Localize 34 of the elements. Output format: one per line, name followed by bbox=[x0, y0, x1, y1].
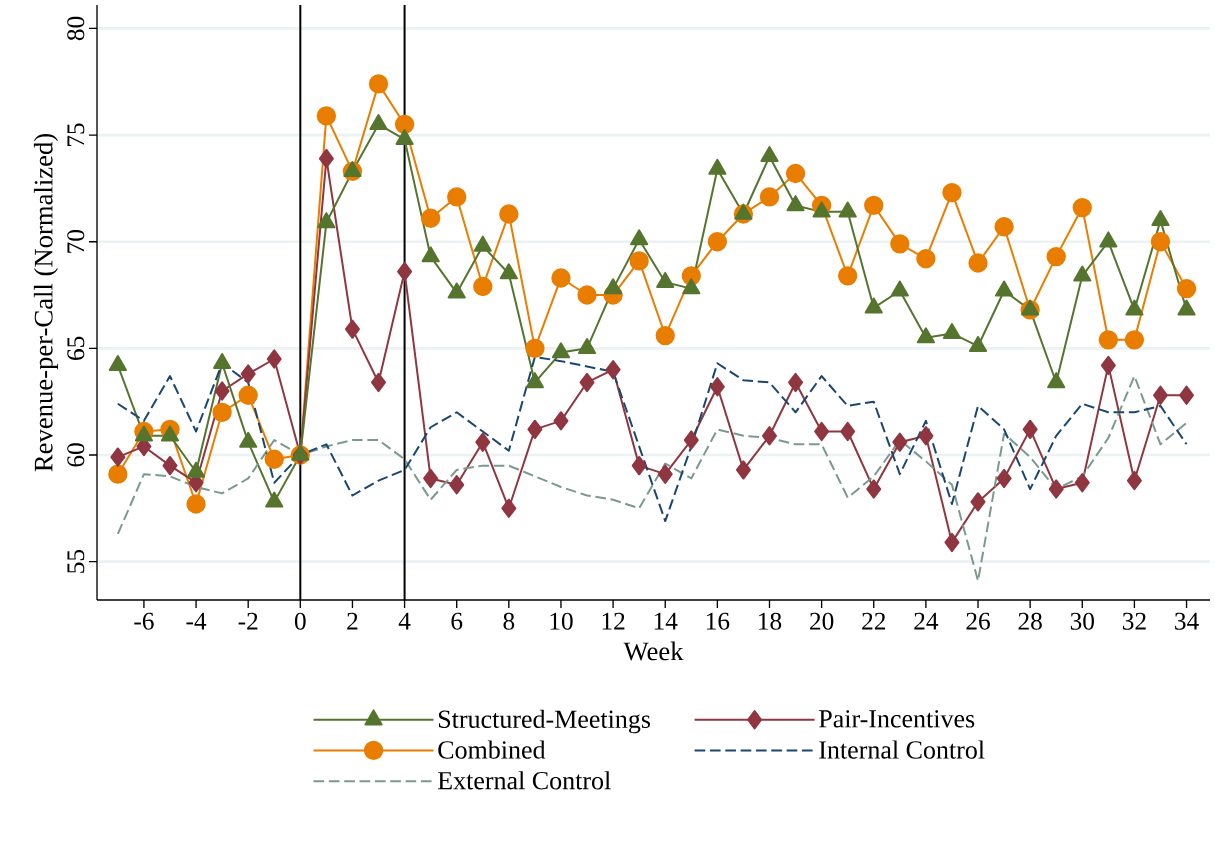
x-tick-label: 16 bbox=[706, 612, 730, 630]
x-axis-title: Week bbox=[623, 641, 684, 661]
y-tick-label: 75 bbox=[67, 123, 85, 147]
x-tick-label: 12 bbox=[602, 612, 625, 630]
x-tick-label: 18 bbox=[759, 612, 782, 630]
x-tick-label: 26 bbox=[966, 612, 990, 630]
y-tick-label: 55 bbox=[67, 549, 85, 573]
x-tick-label: 24 bbox=[914, 612, 939, 630]
x-tick-label: 28 bbox=[1018, 612, 1042, 630]
x-tick-label: 14 bbox=[654, 612, 678, 630]
x-tick-label: 10 bbox=[550, 612, 573, 630]
y-tick-label: 65 bbox=[67, 336, 85, 360]
x-tick-label: 6 bbox=[451, 612, 463, 630]
legend-label: External Control bbox=[437, 771, 611, 790]
y-axis-title: Revenue-per-Call (Normalized) bbox=[33, 133, 59, 472]
legend-label: Combined bbox=[438, 740, 546, 759]
x-tick-label: -2 bbox=[238, 612, 258, 630]
x-tick-label: 20 bbox=[810, 612, 834, 630]
x-tick-label: 0 bbox=[294, 612, 306, 630]
legend-label: Internal Control bbox=[819, 740, 985, 759]
x-tick-label: -4 bbox=[186, 612, 207, 630]
x-tick-label: 8 bbox=[503, 612, 515, 630]
x-tick-label: 32 bbox=[1122, 612, 1146, 630]
legend-label: Structured-Meetings bbox=[438, 709, 651, 734]
x-tick-label: 22 bbox=[862, 612, 886, 630]
x-tick-label: 30 bbox=[1070, 612, 1094, 630]
x-tick-label: -6 bbox=[134, 612, 154, 630]
y-tick-label: 70 bbox=[67, 230, 85, 253]
x-tick-label: 34 bbox=[1175, 612, 1199, 630]
y-tick-label: 60 bbox=[67, 443, 85, 467]
y-tick-label: 80 bbox=[67, 16, 85, 41]
legend-label: Pair-Incentives bbox=[819, 710, 975, 728]
x-tick-label: 4 bbox=[398, 612, 411, 630]
x-tick-label: 2 bbox=[347, 612, 358, 630]
